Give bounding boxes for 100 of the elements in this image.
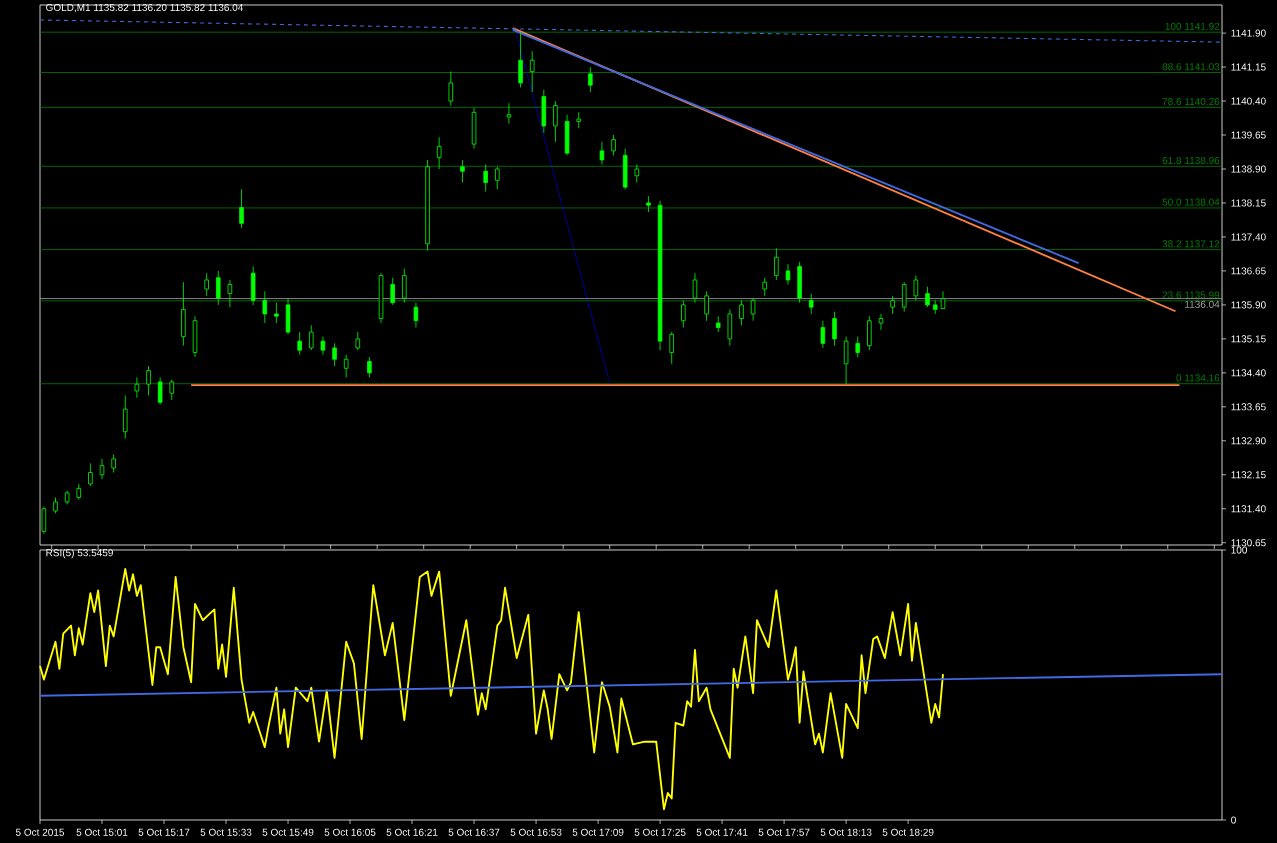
candlestick bbox=[297, 331, 302, 356]
candlestick bbox=[413, 302, 419, 328]
candlestick bbox=[378, 272, 384, 324]
y-tick-label: 1131.40 bbox=[1231, 505, 1266, 513]
x-tick-label: 5 Oct 17:25 bbox=[634, 828, 686, 836]
candlestick bbox=[715, 315, 721, 333]
x-tick-label: 5 Oct 17:57 bbox=[758, 828, 810, 836]
x-tick-label: 5 Oct 2015 bbox=[15, 828, 65, 836]
candlestick bbox=[448, 71, 454, 106]
candlestick bbox=[88, 463, 93, 487]
candlestick bbox=[216, 270, 221, 306]
candlestick bbox=[111, 453, 116, 473]
candlestick bbox=[588, 66, 593, 93]
y-tick-label: 1134.40 bbox=[1231, 369, 1266, 377]
candlestick bbox=[932, 299, 938, 315]
y-tick-label: 1139.65 bbox=[1231, 131, 1266, 139]
ref-line-label: 38.2 1137.12 bbox=[1162, 240, 1220, 248]
y-tick-label: 1138.15 bbox=[1231, 199, 1266, 207]
y-tick-label: 1138.90 bbox=[1231, 165, 1266, 173]
y-tick-label: 1140.40 bbox=[1231, 97, 1266, 105]
x-tick-label: 5 Oct 17:09 bbox=[572, 828, 624, 836]
candlestick bbox=[227, 279, 233, 308]
line-series bbox=[39, 567, 944, 811]
candlestick bbox=[646, 195, 651, 213]
y-tick-label: 0 bbox=[1231, 816, 1236, 824]
candlestick bbox=[181, 281, 186, 347]
candlestick bbox=[785, 263, 791, 285]
ref-line-label: 88.6 1141.03 bbox=[1162, 63, 1220, 71]
candlestick bbox=[727, 309, 733, 347]
candlestick bbox=[343, 354, 349, 378]
ref-line-label: 78.6 1140.26 bbox=[1162, 98, 1220, 106]
x-tick-label: 5 Oct 16:05 bbox=[324, 828, 376, 836]
x-tick-label: 5 Oct 15:01 bbox=[76, 828, 128, 836]
candlestick bbox=[762, 277, 767, 297]
candlestick bbox=[402, 268, 407, 304]
x-tick-label: 5 Oct 15:17 bbox=[138, 828, 190, 836]
candlestick bbox=[495, 166, 500, 190]
x-tick-label: 5 Oct 16:37 bbox=[448, 828, 500, 836]
ref-line-label: 50.0 1138.04 bbox=[1162, 198, 1220, 206]
candlestick bbox=[529, 50, 535, 93]
y-tick-label: 1141.15 bbox=[1231, 63, 1266, 71]
candlestick bbox=[169, 379, 175, 401]
y-tick-label: 1135.90 bbox=[1231, 301, 1266, 309]
candlestick bbox=[797, 261, 802, 304]
candlestick bbox=[506, 102, 512, 125]
x-tick-label: 5 Oct 18:13 bbox=[820, 828, 872, 836]
ref-line-label: 61.8 1138.96 bbox=[1162, 156, 1220, 165]
candlestick bbox=[192, 315, 198, 358]
candlestick bbox=[320, 336, 326, 356]
candlestick bbox=[262, 290, 268, 324]
candlestick bbox=[471, 107, 477, 149]
candlestick bbox=[599, 141, 605, 165]
candlestick bbox=[890, 295, 895, 315]
y-tick-label: 1137.40 bbox=[1231, 233, 1266, 241]
y-tick-label: 100 bbox=[1231, 546, 1248, 554]
candlestick bbox=[901, 281, 907, 313]
candlestick bbox=[750, 297, 756, 322]
y-tick-label: 1136.65 bbox=[1231, 267, 1266, 275]
candlestick bbox=[250, 265, 256, 306]
y-tick-label: 1132.15 bbox=[1231, 471, 1266, 479]
chart-title: RSI(5) 53.5459 bbox=[46, 548, 113, 559]
y-tick-label: 1133.65 bbox=[1231, 403, 1266, 411]
ref-line-label: 0 1134.16 bbox=[1176, 374, 1220, 382]
chart-title: GOLD,M1 1135.82 1136.20 1135.82 1136.04 bbox=[46, 3, 244, 13]
candlestick bbox=[704, 290, 709, 322]
candlestick bbox=[204, 272, 209, 297]
x-tick-label: 5 Oct 17:41 bbox=[696, 828, 748, 836]
candlestick bbox=[123, 395, 128, 439]
candlestick bbox=[913, 275, 919, 301]
candlestick bbox=[483, 164, 488, 193]
candlestick bbox=[460, 159, 465, 183]
candlestick bbox=[878, 313, 884, 331]
candlestick bbox=[332, 343, 337, 367]
candlestick bbox=[739, 299, 744, 326]
candlestick bbox=[553, 100, 558, 143]
x-tick-label: 5 Oct 15:49 bbox=[262, 828, 314, 836]
candlestick bbox=[76, 483, 82, 501]
candlestick bbox=[274, 302, 279, 324]
candlestick bbox=[146, 365, 151, 396]
candlestick bbox=[41, 506, 47, 535]
ref-line-label: 23.6 1135.99 bbox=[1162, 291, 1220, 299]
candlestick bbox=[285, 297, 291, 335]
candlestick bbox=[634, 164, 640, 183]
candlestick bbox=[774, 247, 779, 281]
candlestick bbox=[657, 200, 663, 351]
candlestick bbox=[855, 336, 860, 358]
y-tick-label: 1132.90 bbox=[1231, 437, 1266, 445]
candlestick bbox=[64, 490, 70, 505]
candlestick bbox=[843, 336, 849, 385]
x-tick-label: 5 Oct 15:33 bbox=[200, 828, 252, 836]
candlestick bbox=[425, 159, 430, 251]
y-tick-label: 1141.90 bbox=[1231, 29, 1266, 37]
ref-line-label: 100 1141.92 bbox=[1165, 22, 1220, 30]
candlestick bbox=[157, 376, 163, 405]
candlestick bbox=[692, 272, 698, 304]
x-tick-label: 5 Oct 16:21 bbox=[386, 828, 438, 836]
x-tick-label: 5 Oct 18:29 bbox=[882, 828, 934, 836]
x-tick-label: 5 Oct 16:53 bbox=[510, 828, 562, 836]
candlestick bbox=[134, 376, 140, 399]
ref-line-label: 1136.04 bbox=[1185, 300, 1220, 308]
